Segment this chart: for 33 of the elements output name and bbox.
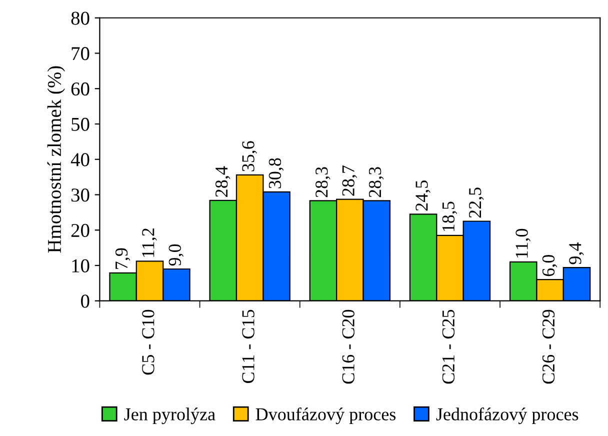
data-label: 24,5 bbox=[416, 180, 430, 211]
x-tick-label: C5 - C10 bbox=[142, 310, 154, 375]
y-tick-label: 50 bbox=[72, 118, 90, 131]
data-label: 11,2 bbox=[142, 228, 157, 257]
y-tick-label: 0 bbox=[81, 294, 90, 308]
data-label: 9,4 bbox=[569, 242, 584, 264]
y-tick-label: 20 bbox=[71, 224, 90, 238]
y-tick-label: 70 bbox=[72, 47, 90, 60]
y-tick-label: 30 bbox=[71, 188, 90, 202]
data-label: 22,5 bbox=[469, 188, 484, 218]
y-axis-title: Hmotnostní zlomek (%) bbox=[47, 66, 65, 253]
data-label: 9,0 bbox=[168, 244, 184, 266]
legend-label: Dvoufázový proces bbox=[256, 408, 396, 424]
data-label: 30,8 bbox=[268, 158, 284, 188]
x-tick-label: C26 - C29 bbox=[542, 310, 555, 384]
x-tick-label: C16 - C20 bbox=[342, 310, 354, 384]
data-label: 18,5 bbox=[442, 202, 458, 232]
data-label: 28,3 bbox=[368, 167, 384, 198]
data-label: 28,4 bbox=[215, 166, 230, 197]
y-tick-label: 60 bbox=[71, 82, 90, 96]
y-tick-label: 80 bbox=[71, 12, 90, 25]
data-label: 28,3 bbox=[316, 167, 330, 198]
data-label: 28,7 bbox=[342, 165, 358, 196]
y-tick-label: 40 bbox=[70, 153, 90, 166]
y-tick-label: 10 bbox=[72, 259, 90, 272]
data-label: 6,0 bbox=[542, 254, 558, 276]
data-label: 7,9 bbox=[115, 248, 130, 269]
data-label: 35,6 bbox=[242, 141, 257, 172]
x-tick-label: C21 - C25 bbox=[442, 310, 454, 384]
x-tick-label: C11 - C15 bbox=[242, 310, 254, 383]
legend-label: Jen pyrolýza bbox=[124, 408, 216, 424]
legend-label: Jednofázový proces bbox=[436, 408, 578, 424]
data-label: 11,0 bbox=[516, 228, 530, 258]
